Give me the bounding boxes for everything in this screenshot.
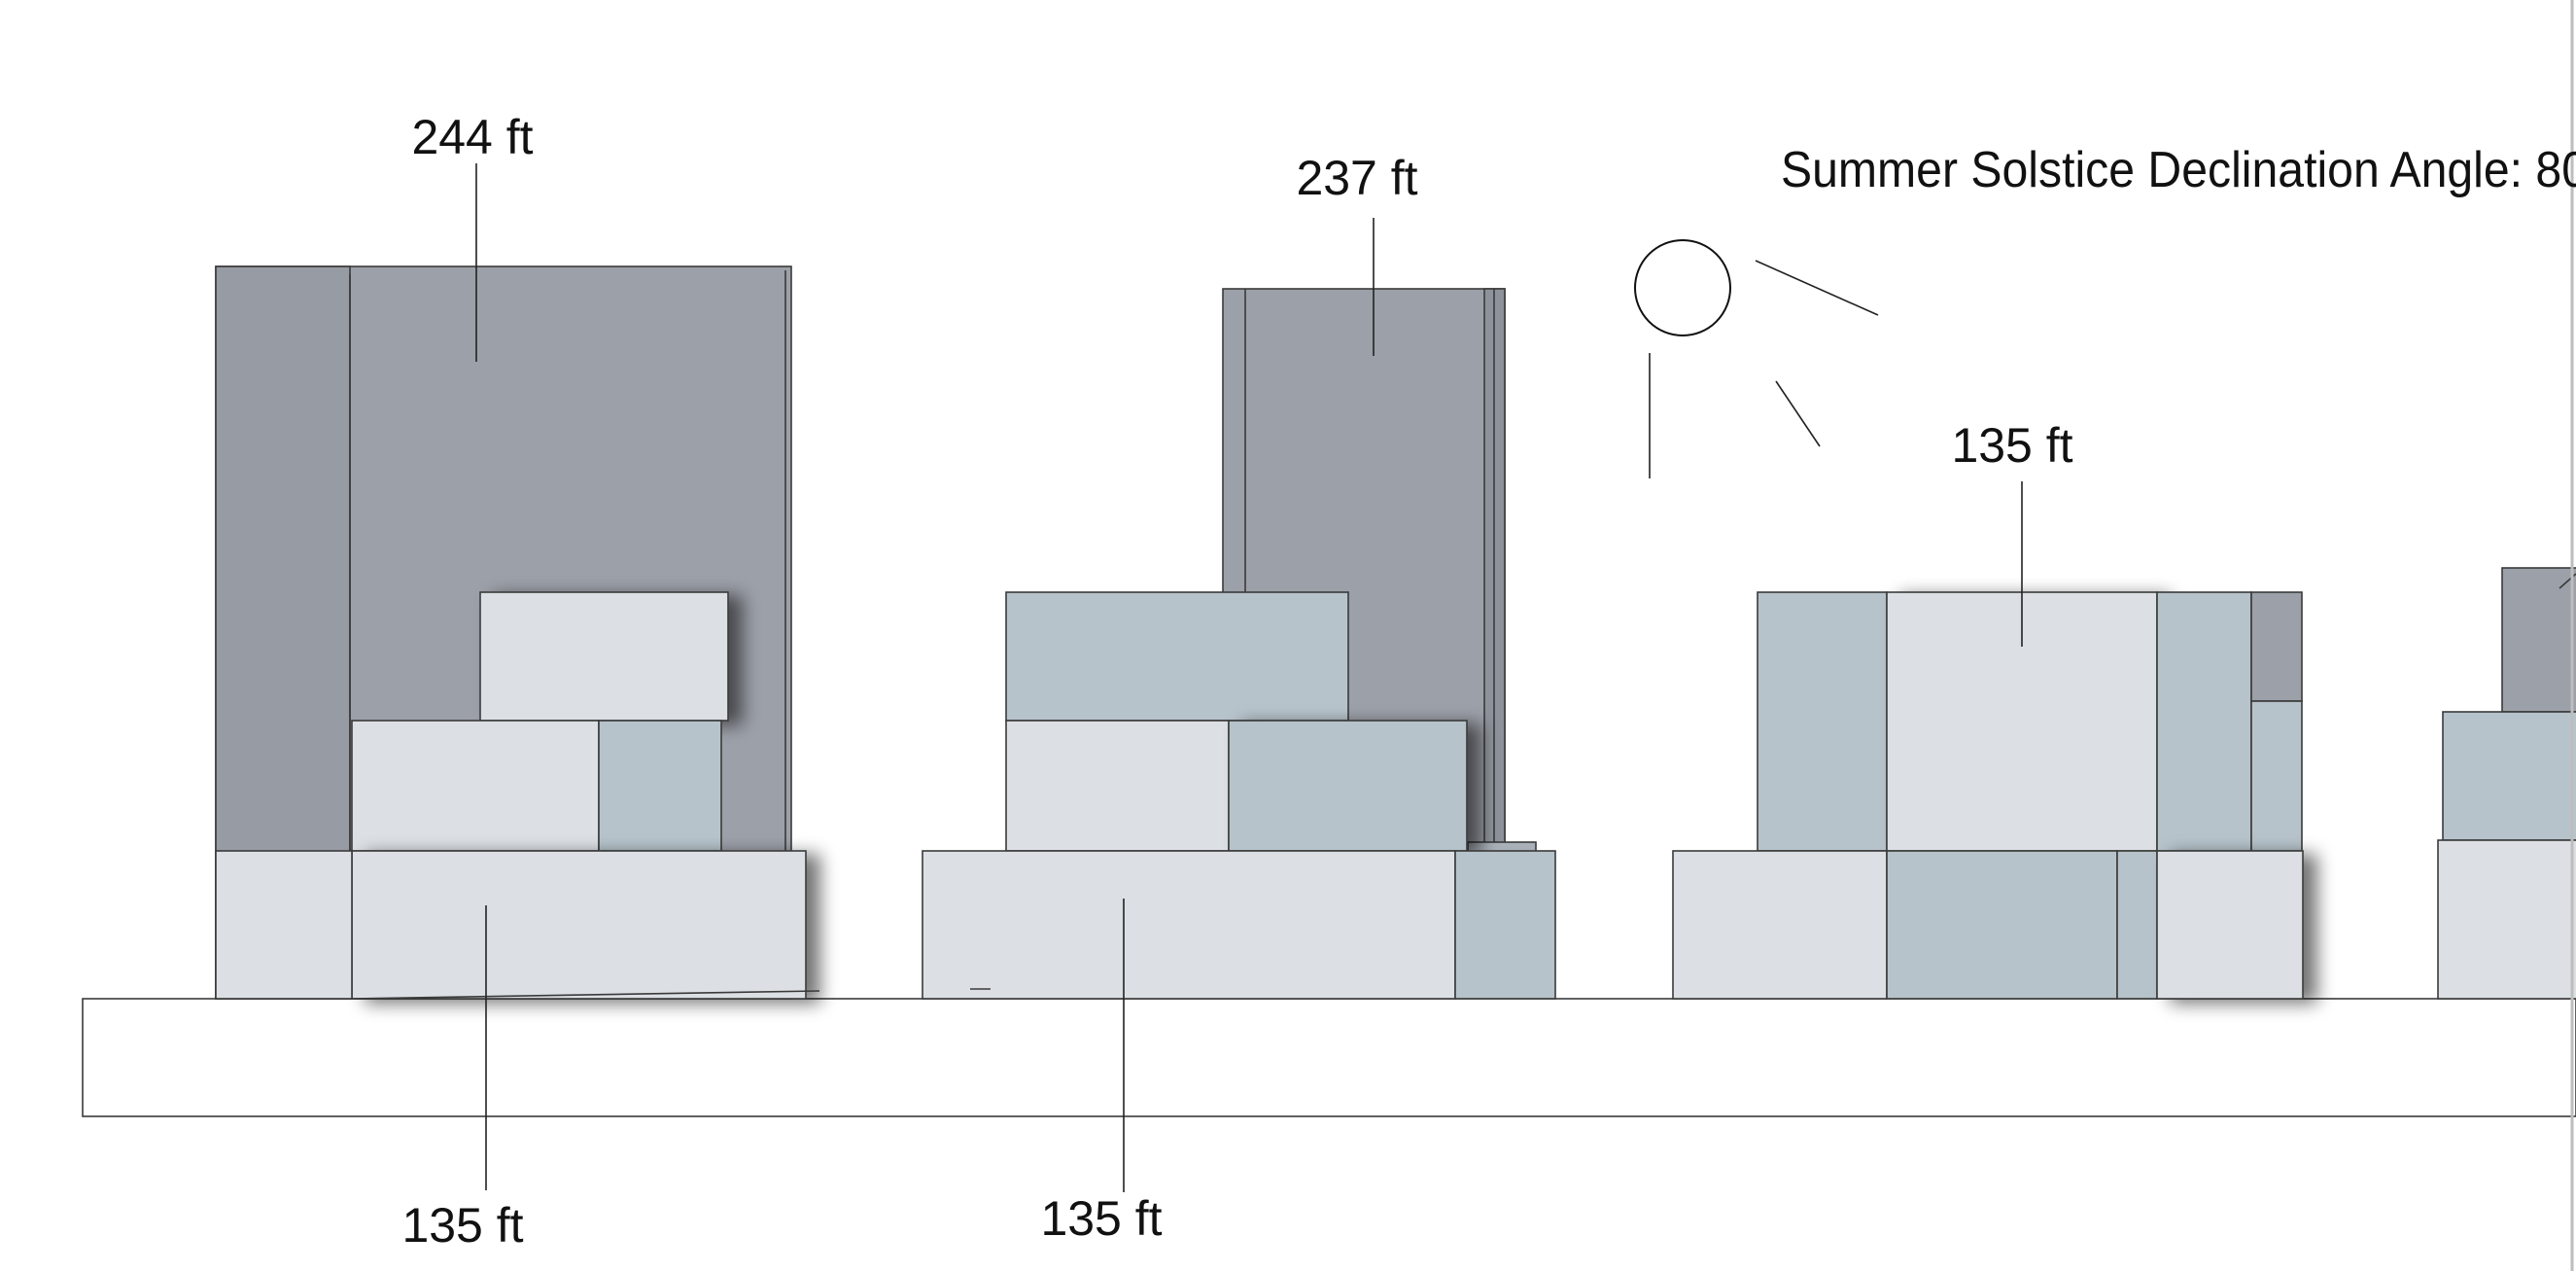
building-d-podium	[2437, 839, 2576, 1000]
building-c-podium-right	[2156, 850, 2304, 1000]
building-d	[2437, 0, 2576, 1271]
building-c-tower-sliver	[2250, 591, 2303, 702]
height-label-building-c: 135 ft	[1951, 418, 2072, 473]
building-d-mid-block	[2442, 711, 2576, 841]
building-c-sliver-lower	[2250, 700, 2303, 852]
building-d-tower	[2501, 567, 2576, 713]
sun-icon	[1634, 239, 1879, 478]
base-label-building-b: 135 ft	[1040, 1191, 1162, 1246]
building-a-podium-left	[215, 850, 353, 1000]
building-c	[1672, 591, 2304, 1000]
building-a	[215, 265, 820, 1000]
building-c-podium-strip	[2116, 850, 2158, 1000]
building-b	[922, 288, 1556, 1000]
building-b-upper-block	[1005, 591, 1349, 722]
building-c-podium-left	[1672, 850, 1888, 1000]
building-a-upper-block	[479, 591, 729, 722]
ground-slab	[82, 998, 2576, 1117]
base-label-building-a: 135 ft	[401, 1198, 523, 1253]
building-a-podium	[351, 850, 807, 1000]
height-label-building-a: 244 ft	[411, 110, 533, 164]
height-label-building-b: 237 ft	[1296, 151, 1417, 205]
building-b-mid-block	[1005, 720, 1230, 852]
sun-ray-right	[1755, 260, 1879, 316]
building-a-mid-block-side	[598, 720, 722, 852]
building-b-podium-side	[1454, 850, 1556, 1000]
building-b-podium	[922, 850, 1456, 1000]
sun-ray-diagonal	[1775, 380, 1821, 447]
building-c-podium-center	[1886, 850, 2118, 1000]
sun-disc	[1634, 239, 1731, 336]
diagram-title: Summer Solstice Declination Angle: 80	[1781, 142, 2576, 198]
building-b-mid-block-side	[1228, 720, 1468, 852]
building-c-block-left	[1757, 591, 1888, 852]
building-c-block-right	[2156, 591, 2252, 852]
building-a-mid-block	[351, 720, 600, 852]
